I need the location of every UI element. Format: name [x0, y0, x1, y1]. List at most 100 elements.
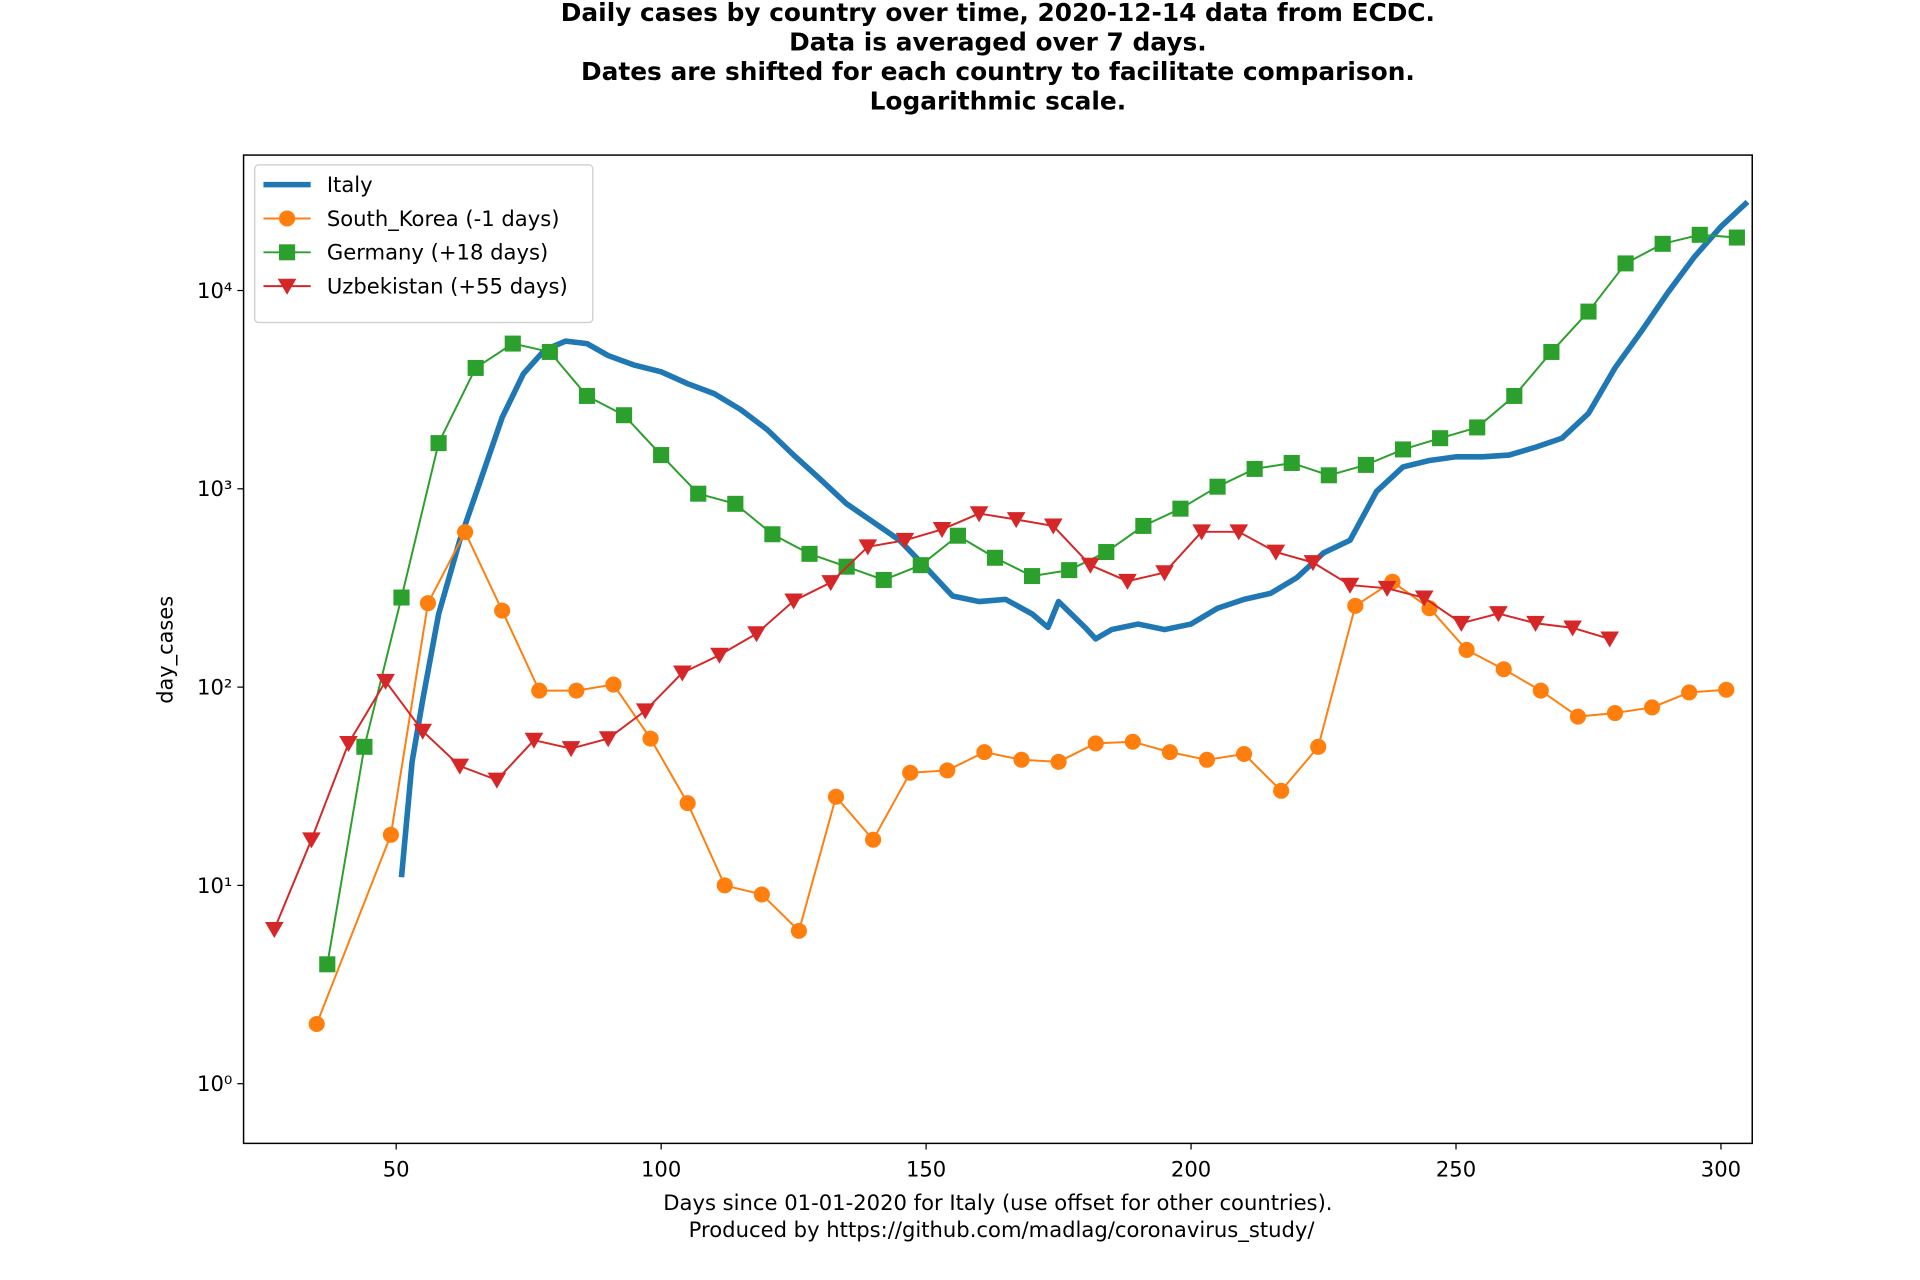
- legend-label: Italy: [327, 172, 373, 197]
- chart-title: Daily cases by country over time, 2020-1…: [561, 0, 1435, 27]
- data-point: [1235, 745, 1253, 762]
- data-point: [1340, 577, 1360, 594]
- series: [308, 524, 1735, 1033]
- data-point: [1569, 708, 1586, 725]
- data-point: [1728, 229, 1745, 246]
- data-point: [578, 387, 596, 404]
- data-point: [1432, 430, 1449, 447]
- data-point: [494, 602, 511, 619]
- data-point: [1691, 226, 1708, 243]
- data-point: [1681, 684, 1698, 701]
- axes-frame: [242, 154, 1753, 1145]
- y-tick-label: 10²: [197, 675, 232, 700]
- data-point: [1543, 343, 1560, 360]
- data-point: [1489, 606, 1508, 623]
- data-point: [1229, 524, 1249, 541]
- data-point: [467, 359, 484, 376]
- data-point: [356, 738, 373, 755]
- data-point: [419, 595, 437, 612]
- data-point: [875, 571, 892, 588]
- data-point: [1469, 419, 1486, 436]
- data-point: [969, 506, 989, 523]
- data-point: [1320, 467, 1337, 484]
- x-tick-label: 200: [1171, 1157, 1211, 1182]
- data-point: [1155, 565, 1174, 582]
- data-point: [865, 831, 882, 848]
- legend-marker: [278, 210, 296, 227]
- data-point: [1050, 753, 1067, 770]
- data-point: [1198, 751, 1216, 768]
- data-point: [1458, 641, 1475, 658]
- data-point: [524, 732, 544, 749]
- data-point: [1451, 615, 1471, 632]
- data-point: [1087, 735, 1104, 752]
- data-point: [1394, 441, 1412, 458]
- data-point: [1495, 661, 1512, 678]
- data-point: [1654, 235, 1671, 252]
- data-point: [1118, 573, 1137, 590]
- legend-label: Germany (+18 days): [327, 240, 548, 265]
- x-tick-label: 150: [906, 1157, 946, 1182]
- legend: Italy South_Korea (-1 days) Germany (+18 d…: [254, 164, 594, 324]
- chart-title: Logarithmic scale.: [870, 87, 1127, 116]
- data-point: [541, 343, 558, 360]
- data-point: [339, 736, 358, 753]
- data-point: [605, 676, 622, 693]
- x-tick-label: 300: [1701, 1157, 1741, 1182]
- data-point: [1098, 544, 1115, 561]
- y-tick-label: 10³: [197, 476, 232, 501]
- legend-marker: [278, 244, 296, 261]
- data-point: [710, 647, 729, 664]
- y-axis-label: day_cases: [153, 596, 178, 704]
- data-point: [653, 447, 670, 464]
- data-point: [976, 744, 993, 761]
- data-point: [986, 549, 1004, 566]
- series: [319, 226, 1745, 973]
- data-point: [1347, 597, 1364, 614]
- data-point: [1377, 580, 1397, 597]
- plot-area: [264, 199, 1750, 1033]
- data-point: [450, 758, 470, 775]
- data-point: [1043, 518, 1063, 535]
- data-point: [790, 922, 807, 939]
- x-tick-label: 50: [383, 1157, 410, 1182]
- data-point: [635, 703, 655, 720]
- data-point: [1124, 733, 1141, 750]
- data-point: [1526, 615, 1545, 632]
- data-point: [949, 527, 966, 544]
- data-point: [1357, 456, 1375, 473]
- data-point: [598, 731, 618, 748]
- legend-label: South_Korea (-1 days): [327, 206, 560, 231]
- chart-title: Dates are shifted for each country to fa…: [581, 57, 1415, 86]
- data-point: [764, 526, 781, 543]
- data-point: [1013, 751, 1030, 768]
- data-point: [1246, 460, 1263, 477]
- data-point: [1283, 454, 1300, 471]
- series-line: [398, 199, 1750, 878]
- data-point: [1006, 512, 1026, 529]
- data-point: [1081, 557, 1100, 574]
- y-tick-label: 10¹: [197, 873, 232, 898]
- data-point: [302, 832, 321, 849]
- data-point: [1506, 387, 1523, 404]
- data-point: [1563, 620, 1582, 637]
- data-point: [679, 795, 696, 812]
- data-point: [504, 335, 521, 352]
- data-point: [319, 956, 336, 973]
- data-point: [382, 826, 399, 843]
- x-axis-label: Days since 01-01-2020 for Italy (use off…: [663, 1190, 1332, 1215]
- data-point: [912, 557, 929, 574]
- legend-box: [254, 164, 594, 324]
- axes: 50 100 150 200 250 300 10⁰ 10¹ 10² 10³ 10⁴ Italy Sou…: [197, 154, 1753, 1182]
- data-point: [456, 524, 474, 541]
- y-tick-label: 10⁴: [197, 278, 232, 303]
- data-point: [1532, 682, 1549, 699]
- x-axis-label: Produced by https://github.com/madlag/co…: [689, 1217, 1316, 1242]
- data-point: [393, 589, 410, 606]
- data-point: [747, 626, 766, 643]
- data-point: [690, 485, 707, 502]
- data-point: [1161, 744, 1178, 761]
- data-point: [1644, 699, 1661, 716]
- legend-marker: [277, 278, 297, 295]
